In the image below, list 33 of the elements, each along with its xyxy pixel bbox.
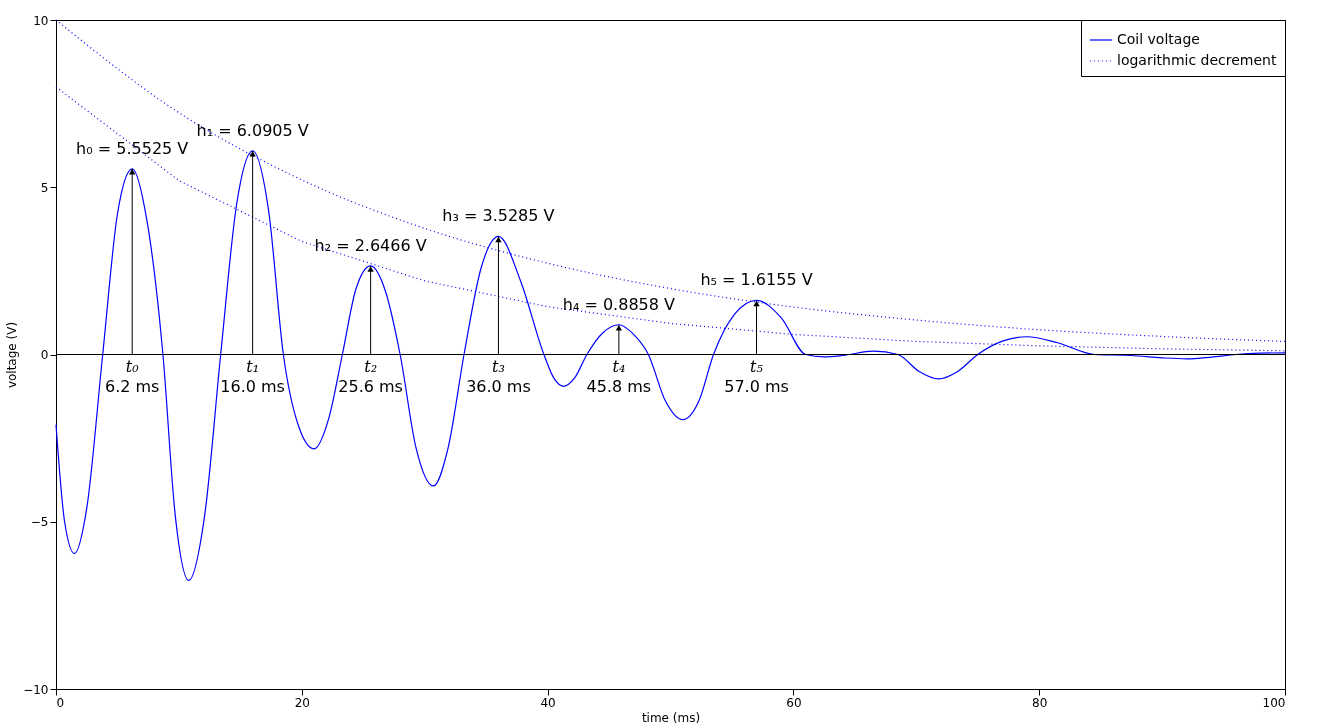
- x-tick-label: 100: [1262, 695, 1286, 710]
- y-tick-label: 10: [33, 13, 49, 28]
- annotation: h₃ = 3.5285 V: [442, 206, 555, 226]
- annotation: h₄ = 0.8858 V: [562, 294, 676, 314]
- y-axis-title: voltage (V): [5, 321, 20, 389]
- y-tick-label: 0: [40, 348, 49, 362]
- annotation: 45.8 ms: [586, 376, 652, 396]
- annotation: 6.2 ms: [104, 376, 160, 396]
- x-axis-title: time (ms): [641, 710, 701, 725]
- annotation: h₀ = 5.5525 V: [76, 138, 189, 158]
- legend-label: Coil voltage: [1117, 31, 1200, 47]
- annotation: t₃: [492, 356, 505, 376]
- y-tick-label: 5: [40, 180, 49, 195]
- x-tick-label: 40: [540, 695, 556, 710]
- annotation: 57.0 ms: [724, 376, 789, 396]
- annotation: t₂: [364, 356, 378, 376]
- y-tick-label: −5: [30, 515, 49, 530]
- annotation: 36.0 ms: [466, 376, 531, 396]
- x-tick-label: 0: [56, 695, 65, 710]
- x-tick-label: 20: [294, 695, 310, 710]
- annotation: 25.6 ms: [338, 376, 403, 396]
- annotation: t₀: [125, 356, 140, 376]
- y-tick-label: −10: [23, 682, 49, 697]
- annotation: 16.0 ms: [220, 376, 285, 396]
- annotation: h₂ = 2.6466 V: [314, 235, 427, 255]
- annotation: t₅: [750, 356, 764, 376]
- x-tick-label: 80: [1032, 695, 1048, 710]
- annotation: t₄: [612, 356, 626, 376]
- annotation: h₅ = 1.6155 V: [700, 270, 813, 290]
- annotation: h₁ = 6.0905 V: [196, 120, 309, 140]
- legend-label: logarithmic decrement: [1117, 52, 1277, 68]
- x-tick-label: 60: [786, 695, 802, 710]
- annotation: t₁: [246, 356, 260, 376]
